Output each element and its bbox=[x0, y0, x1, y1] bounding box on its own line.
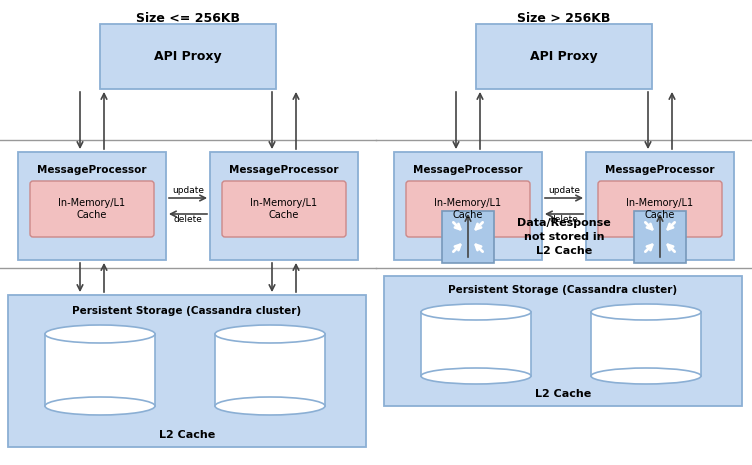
Text: Size > 256KB: Size > 256KB bbox=[517, 12, 611, 25]
Text: In-Memory/L1
Cache: In-Memory/L1 Cache bbox=[435, 198, 502, 220]
FancyBboxPatch shape bbox=[394, 152, 542, 260]
Text: delete: delete bbox=[550, 215, 578, 224]
Text: Persistent Storage (Cassandra cluster): Persistent Storage (Cassandra cluster) bbox=[448, 285, 678, 295]
Ellipse shape bbox=[45, 325, 155, 343]
Text: update: update bbox=[548, 186, 580, 195]
Text: Size <= 256KB: Size <= 256KB bbox=[136, 12, 240, 25]
Text: L2 Cache: L2 Cache bbox=[159, 430, 215, 440]
FancyBboxPatch shape bbox=[30, 181, 154, 237]
FancyBboxPatch shape bbox=[406, 181, 530, 237]
Text: MessageProcessor: MessageProcessor bbox=[229, 165, 338, 175]
FancyBboxPatch shape bbox=[442, 211, 494, 263]
Text: Data/Response
not stored in
L2 Cache: Data/Response not stored in L2 Cache bbox=[517, 218, 611, 256]
Text: In-Memory/L1
Cache: In-Memory/L1 Cache bbox=[59, 198, 126, 220]
Ellipse shape bbox=[45, 397, 155, 415]
FancyBboxPatch shape bbox=[421, 312, 531, 376]
Text: API Proxy: API Proxy bbox=[530, 50, 598, 63]
FancyBboxPatch shape bbox=[8, 295, 366, 447]
FancyBboxPatch shape bbox=[476, 24, 652, 89]
Text: L2 Cache: L2 Cache bbox=[535, 389, 591, 399]
FancyBboxPatch shape bbox=[586, 152, 734, 260]
Ellipse shape bbox=[215, 325, 325, 343]
FancyBboxPatch shape bbox=[215, 334, 325, 406]
FancyBboxPatch shape bbox=[100, 24, 276, 89]
FancyBboxPatch shape bbox=[210, 152, 358, 260]
Ellipse shape bbox=[421, 304, 531, 320]
FancyBboxPatch shape bbox=[222, 181, 346, 237]
FancyBboxPatch shape bbox=[384, 276, 742, 406]
FancyBboxPatch shape bbox=[598, 181, 722, 237]
Text: Persistent Storage (Cassandra cluster): Persistent Storage (Cassandra cluster) bbox=[72, 306, 302, 316]
Text: MessageProcessor: MessageProcessor bbox=[414, 165, 523, 175]
Text: MessageProcessor: MessageProcessor bbox=[38, 165, 147, 175]
Ellipse shape bbox=[591, 304, 701, 320]
Text: delete: delete bbox=[174, 215, 202, 224]
Ellipse shape bbox=[215, 397, 325, 415]
Ellipse shape bbox=[421, 368, 531, 384]
FancyBboxPatch shape bbox=[45, 334, 155, 406]
FancyBboxPatch shape bbox=[591, 312, 701, 376]
Text: In-Memory/L1
Cache: In-Memory/L1 Cache bbox=[250, 198, 317, 220]
Ellipse shape bbox=[591, 368, 701, 384]
Text: update: update bbox=[172, 186, 204, 195]
Text: In-Memory/L1
Cache: In-Memory/L1 Cache bbox=[626, 198, 693, 220]
Text: MessageProcessor: MessageProcessor bbox=[605, 165, 714, 175]
Text: API Proxy: API Proxy bbox=[154, 50, 222, 63]
FancyBboxPatch shape bbox=[634, 211, 686, 263]
FancyBboxPatch shape bbox=[18, 152, 166, 260]
